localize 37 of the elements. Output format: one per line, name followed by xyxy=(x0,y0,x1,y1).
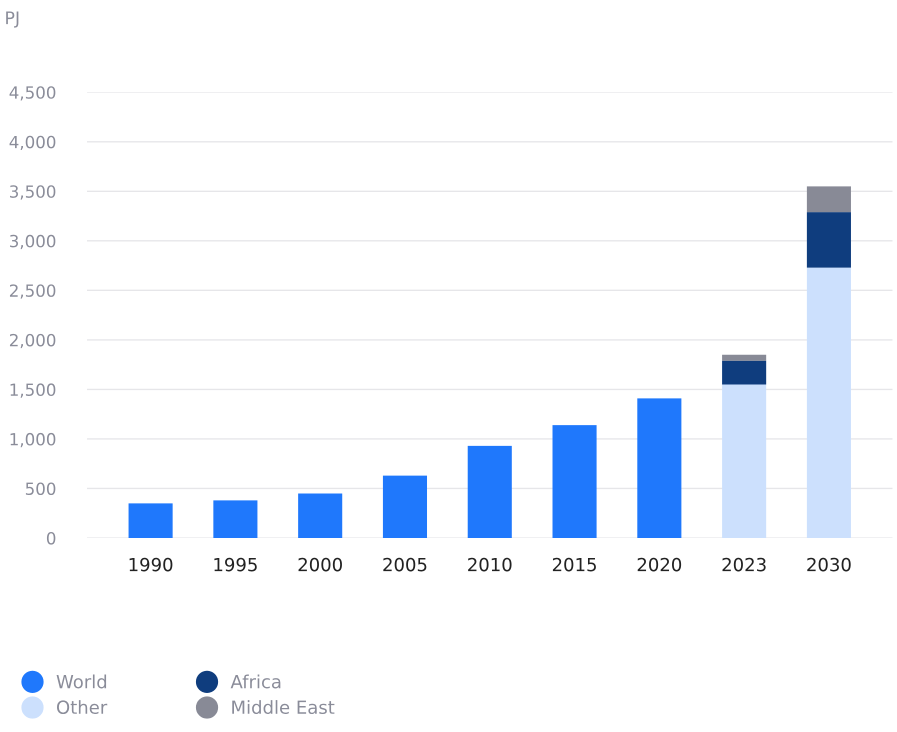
x-tick-label: 2020 xyxy=(638,558,682,572)
x-tick-label: 1990 xyxy=(130,558,172,572)
y-tick-label: 0 xyxy=(46,532,56,545)
bar xyxy=(128,503,173,538)
bar xyxy=(806,212,851,268)
y-axis-title: PJ xyxy=(6,12,18,28)
y-tick-label: 4,000 xyxy=(10,136,56,150)
bar xyxy=(382,476,428,538)
y-tick-label: 1,500 xyxy=(10,383,56,398)
bar xyxy=(213,500,258,538)
y-tick-label: 1,000 xyxy=(10,432,56,448)
y-tick-label: 4,500 xyxy=(10,86,56,100)
x-tick-label: 2023 xyxy=(722,558,766,572)
bar xyxy=(298,493,342,538)
legend-label: Middle East xyxy=(232,700,334,714)
x-tick-label: 2005 xyxy=(383,558,426,572)
bar xyxy=(637,398,682,538)
x-tick-label: 2030 xyxy=(807,558,851,572)
bar xyxy=(722,354,766,361)
bar xyxy=(468,446,512,538)
legend-label: Africa xyxy=(230,674,280,688)
y-tick-label: 2,000 xyxy=(10,334,56,348)
bar xyxy=(806,268,851,538)
y-tick-label: 2,500 xyxy=(10,284,56,299)
x-tick-label: 1995 xyxy=(214,558,257,572)
bar xyxy=(806,186,851,212)
x-tick-label: 2015 xyxy=(552,558,596,572)
bar xyxy=(722,360,766,384)
y-tick-label: 500 xyxy=(26,482,56,496)
y-tick-label: 3,000 xyxy=(10,234,56,250)
x-tick-label: 2010 xyxy=(468,558,512,572)
bar xyxy=(722,384,766,538)
legend-label: World xyxy=(56,674,106,688)
legend-label: Other xyxy=(56,700,108,714)
bar xyxy=(552,425,597,538)
x-tick-label: 2000 xyxy=(298,558,342,572)
y-tick-label: 3,500 xyxy=(10,185,56,200)
